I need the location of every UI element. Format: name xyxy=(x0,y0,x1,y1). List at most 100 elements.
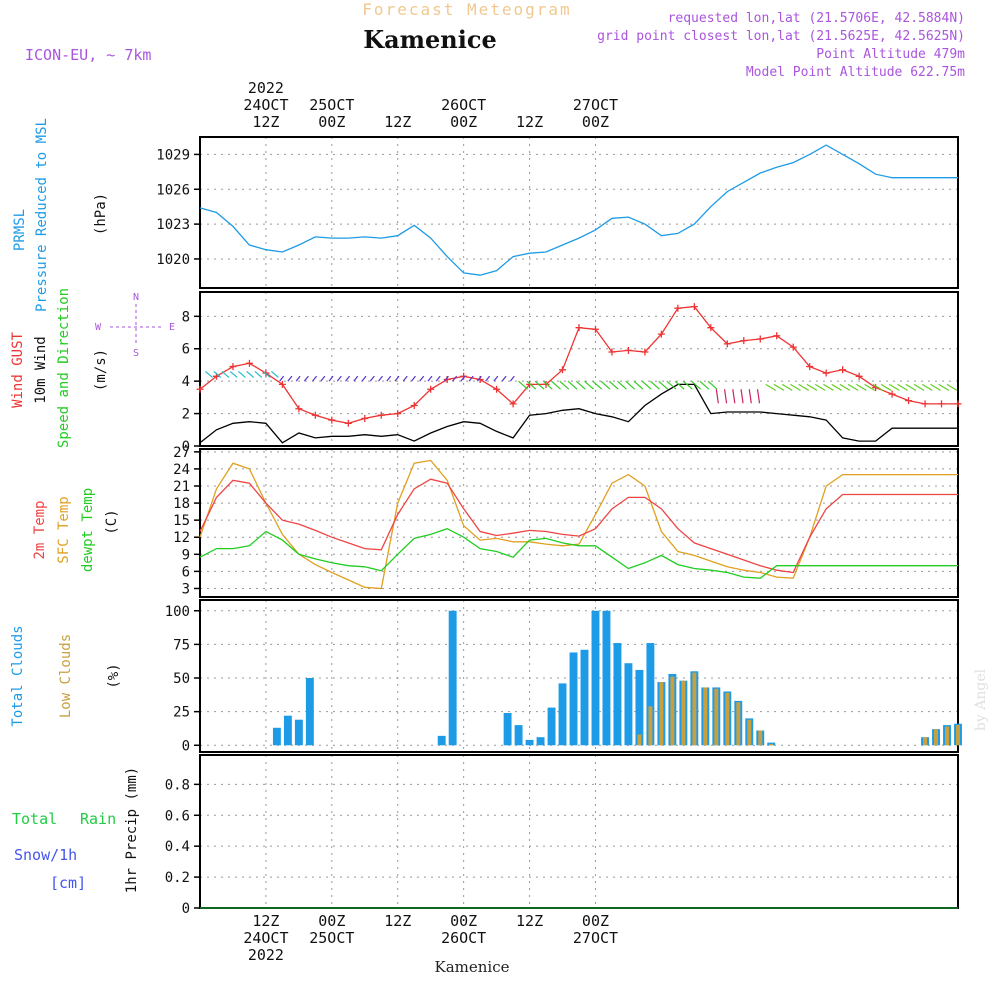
wind-arrow xyxy=(831,383,842,391)
gust-point xyxy=(756,335,764,343)
y-tick-label: 0 xyxy=(182,738,190,754)
wind-arrow xyxy=(880,383,892,391)
wind-arrow xyxy=(723,389,728,404)
total-clouds-label: Total Clouds xyxy=(10,625,26,726)
prmsl-unit: (hPa) xyxy=(93,193,109,235)
low-cloud-bar xyxy=(637,734,642,746)
wind-arrow xyxy=(856,383,867,391)
panel-frame xyxy=(199,754,959,909)
y-tick-label: 9 xyxy=(182,547,190,563)
gust-point xyxy=(641,348,649,356)
gust-point xyxy=(344,419,352,427)
year-label: 2022 xyxy=(248,946,284,964)
y-tick-label: 21 xyxy=(173,479,190,495)
gust-point xyxy=(855,372,863,380)
wind-arrow xyxy=(542,380,553,390)
prmsl-labels: PRMSL Pressure Reduced to MSL (hPa) xyxy=(12,118,109,312)
wind-arrow xyxy=(839,383,851,391)
gust-point xyxy=(839,366,847,374)
wind-arrow xyxy=(254,370,263,378)
total-cloud-bar xyxy=(635,669,644,746)
total-cloud-bar xyxy=(602,610,611,746)
date-label: 25OCT xyxy=(309,929,354,947)
low-cloud-bar xyxy=(923,737,928,746)
gust-point xyxy=(460,372,468,380)
y-tick-label: 1026 xyxy=(156,182,190,198)
sfc-label: SFC Temp xyxy=(56,496,72,563)
time-label: 12Z xyxy=(252,912,279,930)
y-tick-label: 50 xyxy=(173,671,190,687)
wind-arrow xyxy=(897,383,908,391)
gust-point xyxy=(624,346,632,354)
wind-arrow xyxy=(765,383,777,391)
gust-point xyxy=(707,324,715,332)
y-tick-label: 18 xyxy=(173,496,190,512)
low-cloud-bar xyxy=(934,729,939,746)
low-cloud-bar xyxy=(692,672,697,746)
wind-arrow xyxy=(707,380,718,390)
gust-point xyxy=(740,337,748,345)
y-tick-label: 100 xyxy=(165,604,190,620)
snow-unit: [cm] xyxy=(50,874,86,892)
wind-arrow xyxy=(946,383,958,391)
prmsl-long-label: Pressure Reduced to MSL xyxy=(34,118,50,312)
wind-arrow xyxy=(460,375,466,382)
gust-point xyxy=(377,411,385,419)
time-label: 00Z xyxy=(582,113,609,131)
panel-prmsl: 1020 1023 1026 1029 xyxy=(156,136,959,289)
low-cloud-bar xyxy=(648,706,653,746)
wind-arrow xyxy=(584,380,594,390)
wind-arrow xyxy=(427,375,433,382)
gust-point xyxy=(888,390,896,398)
cloud-labels: Total Clouds Low Clouds (%) xyxy=(10,625,122,726)
wind-arrow xyxy=(534,380,545,390)
low-clouds-label: Low Clouds xyxy=(58,634,74,718)
gust-point xyxy=(295,405,303,413)
wind-arrow xyxy=(823,383,834,391)
wind-arrow xyxy=(328,375,334,382)
wind-arrow xyxy=(806,383,818,391)
compass-s: S xyxy=(133,348,139,359)
low-cloud-bar xyxy=(659,682,664,746)
wind-arrow xyxy=(452,375,458,382)
total-cloud-bar xyxy=(294,719,303,746)
wind-arrow xyxy=(205,370,213,378)
y-tick-label: 1029 xyxy=(156,147,190,163)
y-tick-label: 0.8 xyxy=(165,777,190,793)
year-label: 2022 xyxy=(248,79,284,97)
panel-frame xyxy=(199,448,959,598)
gust-point xyxy=(278,380,286,388)
y-tick-label: 6 xyxy=(182,564,190,580)
total-cloud-bar xyxy=(305,678,314,746)
wind-arrow xyxy=(551,380,561,390)
cloud-unit: (%) xyxy=(106,663,122,688)
y-tick-label: 0 xyxy=(182,439,190,455)
gridpoint-coords: grid point closest lon,lat (21.5625E, 42… xyxy=(597,29,965,44)
wind-arrow xyxy=(394,375,400,382)
gust-point xyxy=(954,400,962,408)
gust-line xyxy=(199,305,958,424)
wind-arrow xyxy=(748,389,752,404)
wind-arrow xyxy=(345,375,351,382)
gust-point xyxy=(938,400,946,408)
compass-rose: N S W E xyxy=(95,292,175,359)
time-label: 12Z xyxy=(384,912,411,930)
date-label: 24OCT xyxy=(243,929,288,947)
y-tick-label: 75 xyxy=(173,637,190,653)
wind-arrow xyxy=(468,375,474,382)
wind-arrow xyxy=(435,375,441,382)
date-label: 25OCT xyxy=(309,96,354,114)
gust-point xyxy=(575,324,583,332)
wind-unit: (m/s) xyxy=(93,349,109,391)
gust-point xyxy=(591,325,599,333)
gust-point xyxy=(773,332,781,340)
gust-point xyxy=(328,416,336,424)
gust-point xyxy=(905,397,913,405)
y-tick-label: 6 xyxy=(182,342,190,358)
gust-point xyxy=(410,401,418,409)
y-tick-label: 4 xyxy=(182,374,190,390)
total-label: Total xyxy=(12,810,57,828)
gust-point xyxy=(723,340,731,348)
low-cloud-bar xyxy=(703,687,708,746)
wind-arrow xyxy=(402,375,408,382)
